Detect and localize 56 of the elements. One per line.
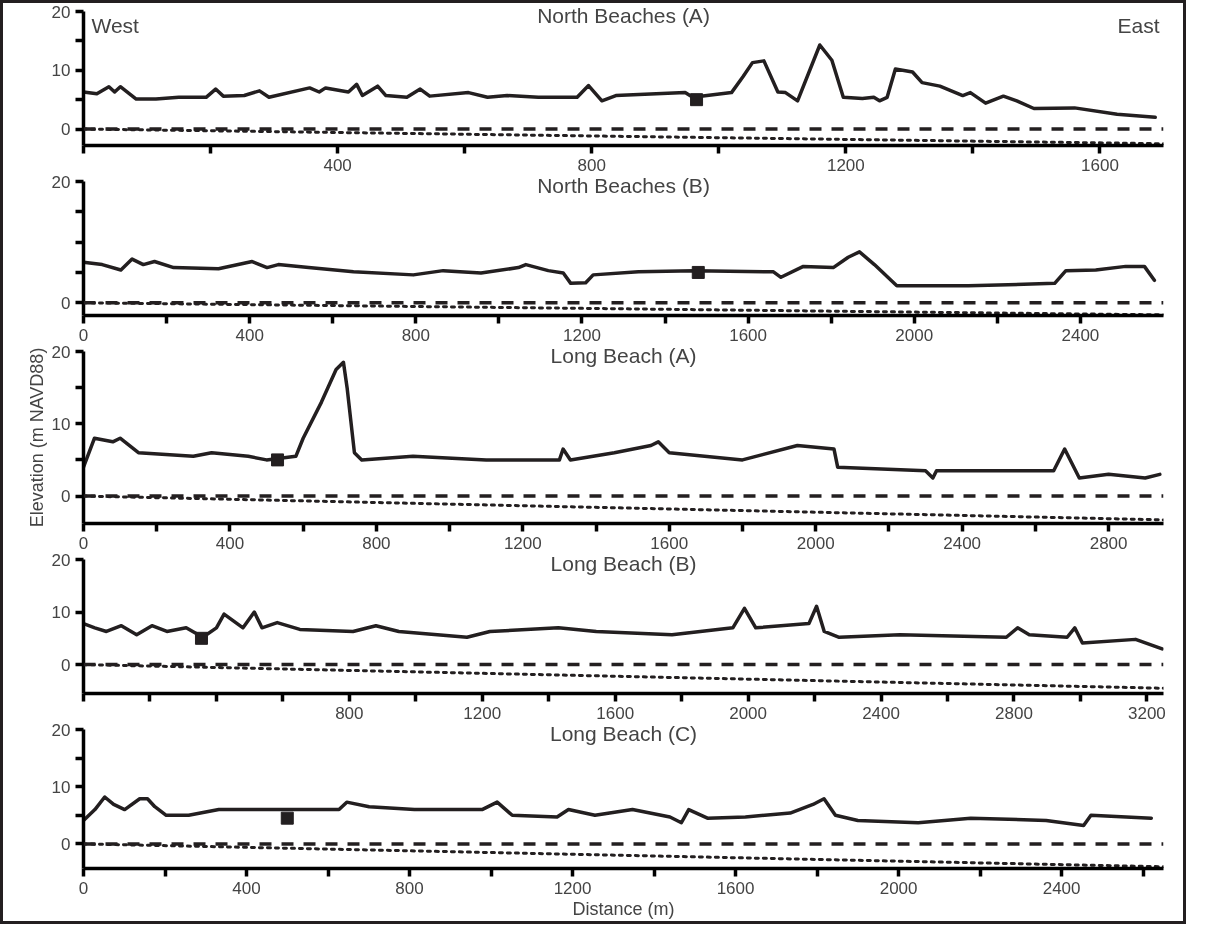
y-tick-label: 10 [51,603,71,623]
x-tick-label: 1600 [729,325,768,345]
x-tick-label: 2400 [943,533,982,553]
y-tick-label: 0 [61,487,71,507]
x-tick-label: 1600 [650,533,689,553]
annotation: West [91,13,140,37]
x-tick-label: 400 [235,325,264,345]
chart-title: Long Beach (B) [550,551,697,575]
x-tick-label: 2000 [729,703,768,723]
x-tick-label: 400 [215,533,245,553]
x-tick-label: 2800 [995,703,1033,723]
y-tick-label: 10 [51,777,71,797]
x-tick-label: 1200 [463,703,502,723]
x-tick-label: 0 [78,878,89,898]
y-tick-label: 0 [61,655,71,675]
x-tick-label: 800 [401,325,430,345]
x-axis-title: Distance (m) [572,898,675,919]
x-tick-label: 2800 [1089,533,1128,553]
y-tick-label: 0 [61,834,71,854]
x-tick-label: 1200 [563,325,601,345]
x-tick-label: 800 [395,878,424,898]
y-axis-title: Elevation (m NAVD88) [26,347,47,528]
chart-title: North Beaches (B) [537,173,710,197]
x-tick-label: 2400 [1042,878,1081,898]
x-tick-label: 2400 [1061,325,1100,345]
y-tick-label: 10 [51,414,71,434]
y-tick-label: 20 [51,550,71,570]
x-tick-label: 1600 [596,703,635,723]
x-tick-label: 0 [78,325,89,345]
x-tick-label: 1200 [553,878,592,898]
x-tick-label: 0 [78,533,89,553]
x-tick-label: 3200 [1127,703,1166,723]
x-tick-label: 1600 [1081,155,1119,175]
x-tick-label: 800 [362,533,391,553]
chart-title: North Beaches (A) [537,3,710,27]
y-tick-label: 20 [51,720,71,740]
y-tick-label: 0 [61,120,71,140]
x-tick-label: 800 [577,155,606,175]
x-tick-label: 2000 [796,533,835,553]
x-tick-label: 2400 [862,703,900,723]
annotation: East [1117,13,1160,37]
y-tick-label: 20 [51,2,71,22]
y-tick-label: 10 [51,61,71,81]
y-tick-label: 20 [51,172,71,192]
x-tick-label: 800 [335,703,364,723]
x-tick-label: 2000 [879,878,918,898]
x-tick-label: 1600 [716,878,755,898]
x-tick-label: 1200 [503,533,542,553]
x-tick-label: 1200 [826,155,865,175]
x-tick-label: 2000 [895,325,934,345]
chart-title: Long Beach (A) [550,343,697,367]
x-tick-label: 400 [323,155,352,175]
x-tick-label: 400 [232,878,261,898]
y-tick-label: 20 [51,342,71,362]
chart-title: Long Beach (C) [549,721,698,745]
y-tick-label: 0 [61,293,71,313]
